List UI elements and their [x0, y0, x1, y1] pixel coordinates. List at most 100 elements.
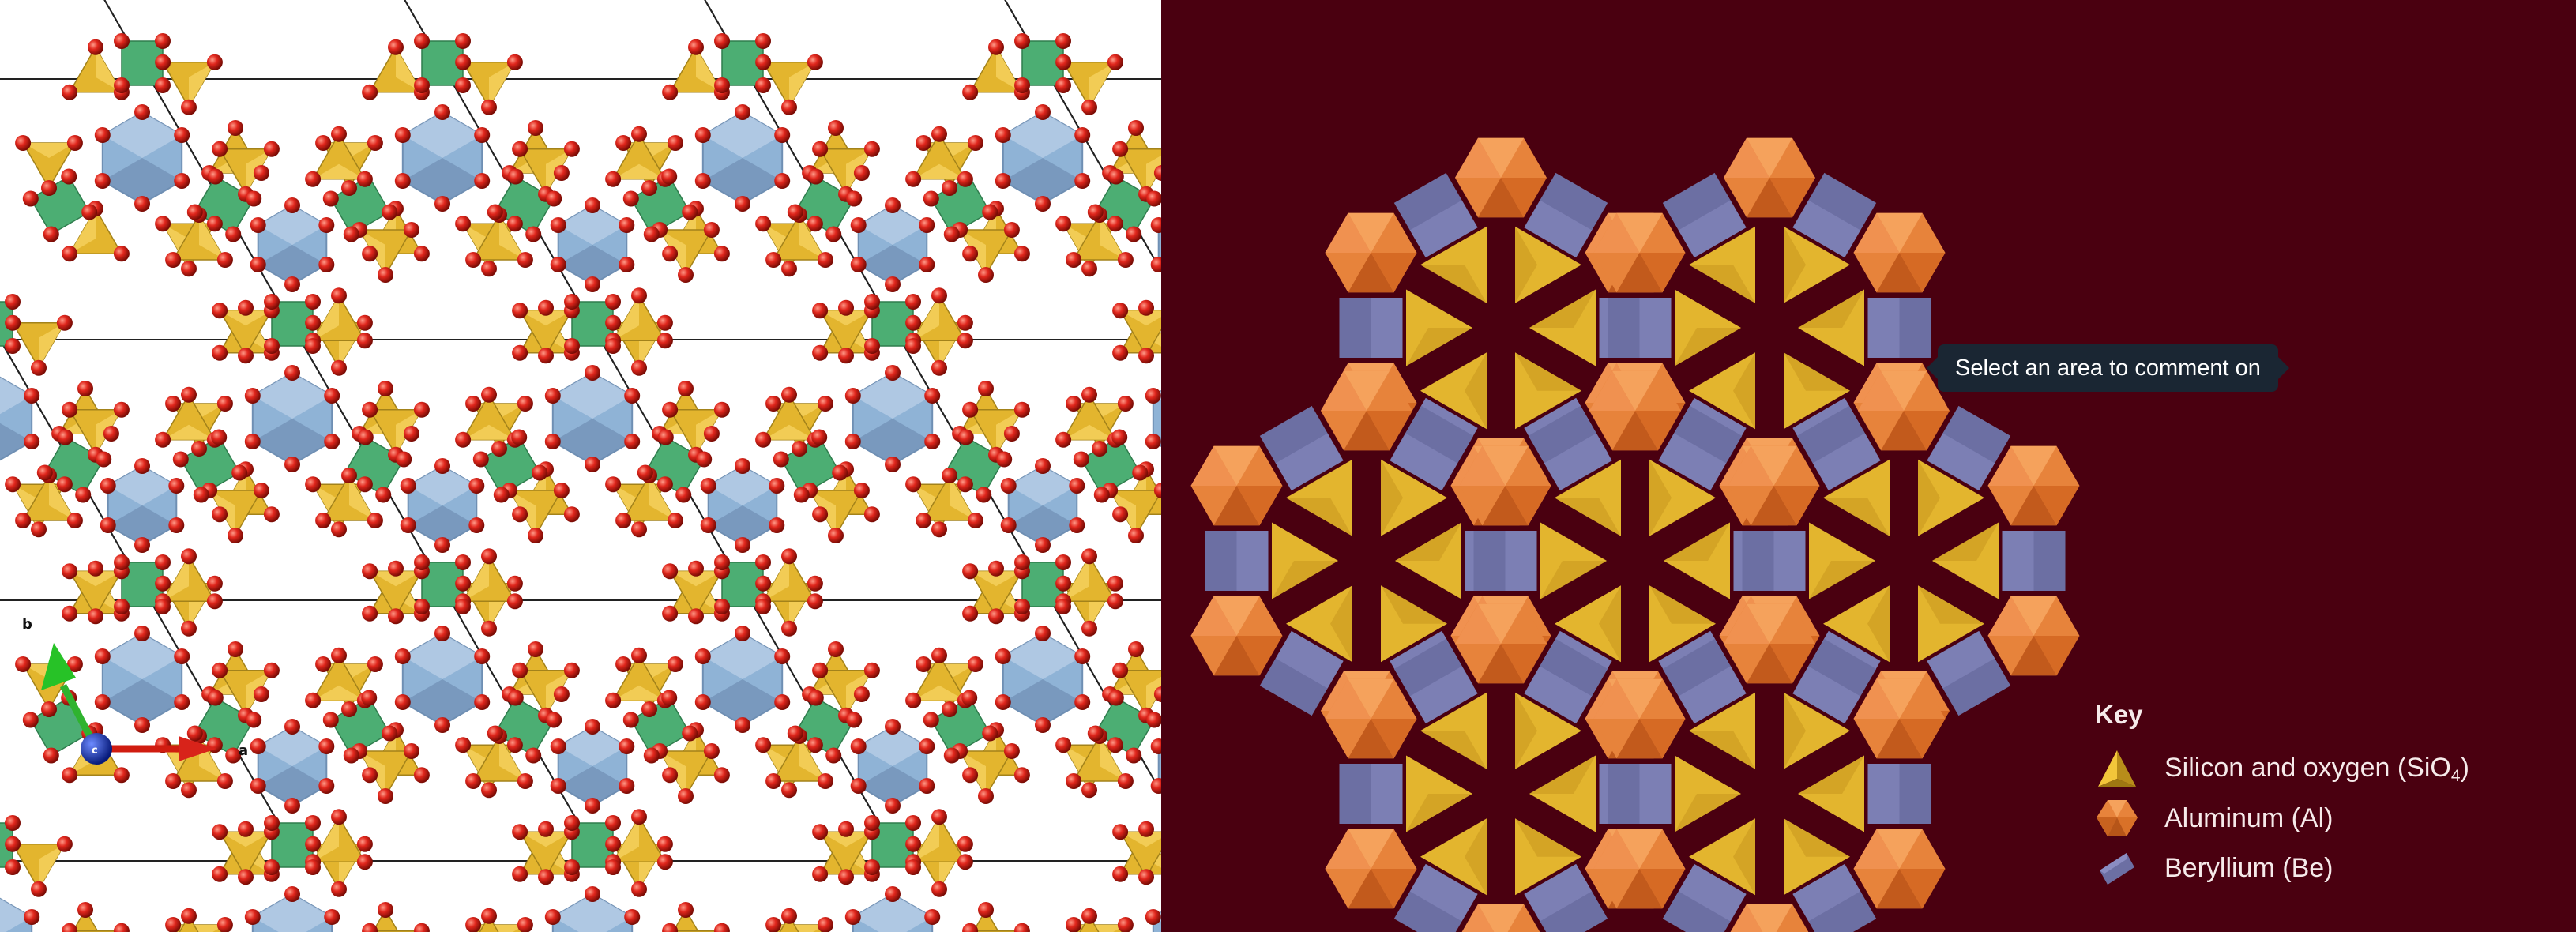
tetrahedron-face [799, 215, 825, 260]
silicon-tetrahedron-shade [1689, 265, 1755, 303]
oxygen-atom [605, 294, 621, 310]
oxygen-atom [792, 441, 807, 457]
oxygen-atom [455, 216, 472, 232]
beryllium-rhombus-shade [1773, 531, 1806, 591]
silicon-tetrahedron-shade [1798, 755, 1864, 794]
oxygen-atom [41, 701, 57, 717]
oxygen-atom [100, 478, 116, 494]
oxygen-atom [43, 226, 59, 242]
oxygen-atom [1035, 104, 1051, 120]
octahedron-face [1008, 505, 1077, 545]
oxygen-atom [1035, 626, 1051, 641]
comment-tooltip[interactable]: Select an area to comment on [1927, 344, 2289, 392]
oxygen-atom [434, 104, 450, 120]
octahedron-face [558, 245, 627, 284]
oxygen-atom [5, 815, 21, 831]
oxygen-atom [838, 821, 854, 837]
silicon-tetrahedron-shade [1330, 585, 1352, 663]
oxygen-atom [1138, 821, 1154, 837]
oxygen-atom [656, 314, 673, 331]
silicon-tetrahedron [179, 915, 199, 932]
octahedron-face [0, 377, 32, 415]
oxygen-atom [212, 866, 228, 882]
beryllium-rhombus-shade [1792, 666, 1861, 724]
oxygen-atom [957, 171, 973, 187]
tetrahedron-face [313, 685, 365, 701]
oxygen-atom [1107, 737, 1123, 753]
oxygen-atom [774, 127, 791, 143]
oxygen-atom [546, 712, 562, 728]
oxygen-atom [212, 344, 228, 361]
axis-indicator: b a c [22, 616, 248, 765]
oxygen-atom [1081, 386, 1097, 403]
tetrahedron-face [163, 556, 189, 602]
oxygen-atom [181, 99, 197, 115]
aluminum-octahedron-face [1616, 829, 1663, 869]
oxygen-atom [1074, 694, 1091, 710]
aluminum-octahedron-face [1724, 137, 1769, 178]
oxygen-atom [434, 626, 450, 641]
oxygen-atom [962, 923, 979, 932]
oxygen-atom [1145, 388, 1161, 404]
oxygen-atom [605, 314, 622, 331]
oxygen-atom [615, 656, 632, 672]
beryllium-rhombus-shade [1867, 764, 1900, 824]
oxygen-atom [675, 487, 692, 503]
oxygen-atom [755, 431, 772, 448]
oxygen-atom [367, 135, 383, 151]
oxygen-atom [216, 396, 233, 412]
oxygen-atom [885, 276, 901, 292]
oxygen-atom [667, 513, 683, 528]
octahedron-face [558, 205, 627, 245]
tetrahedron-face [996, 47, 1022, 92]
oxygen-atom [619, 778, 635, 794]
unit-cell [899, 339, 1161, 601]
oxygen-atom [400, 478, 416, 494]
oxygen-atom [318, 257, 335, 272]
aluminum-octahedron [1152, 389, 1161, 448]
oxygen-atom [662, 605, 679, 622]
oxygen-atom [413, 923, 430, 932]
oxygen-atom [656, 333, 673, 349]
oxygen-atom [181, 261, 197, 277]
beryllium-rhombus-shade [1371, 298, 1403, 358]
aluminum-octahedron-face [1325, 829, 1371, 869]
oxygen-atom [885, 719, 901, 735]
oxygen-atom [253, 165, 269, 181]
oxygen-atom [155, 599, 171, 614]
oxygen-atom [817, 252, 833, 268]
aluminum-octahedron-face [1881, 370, 1927, 411]
oxygen-atom [517, 917, 533, 932]
oxygen-atom [585, 719, 600, 735]
aluminum-octahedron-face [1459, 445, 1506, 486]
oxygen-atom [506, 593, 523, 610]
oxygen-atom [961, 690, 978, 706]
oxygen-atom [735, 458, 750, 474]
oxygen-atom [605, 338, 621, 354]
beryllium-rhombus-shade [1409, 200, 1478, 258]
octahedron-face [102, 158, 182, 204]
aluminum-octahedron-face [1461, 904, 1495, 932]
oxygen-atom [186, 204, 203, 220]
oxygen-atom [1107, 593, 1123, 610]
oxygen-atom [43, 747, 59, 764]
aluminum-octahedron-face [1348, 719, 1394, 759]
crystal-structure-panel: b a c [0, 0, 1161, 932]
oxygen-atom [113, 246, 130, 262]
oxygen-atom [414, 33, 430, 49]
oxygen-atom [931, 521, 947, 538]
oxygen-atom [331, 359, 347, 376]
oxygen-atom [305, 294, 321, 310]
oxygen-atom [919, 257, 935, 272]
beryllium-rhombus-shade [1927, 630, 1995, 689]
tetrahedron-face [913, 817, 939, 862]
octahedron-face [552, 894, 633, 932]
oxygen-atom [919, 738, 935, 754]
oxygen-atom [1014, 554, 1030, 570]
oxygen-atom [667, 135, 683, 151]
silicon-tetrahedron-shade [1733, 352, 1755, 430]
oxygen-atom [807, 575, 823, 592]
silicon-tetrahedron-shade [1784, 226, 1806, 303]
oxygen-atom [774, 648, 791, 664]
oxygen-atom [615, 513, 632, 528]
